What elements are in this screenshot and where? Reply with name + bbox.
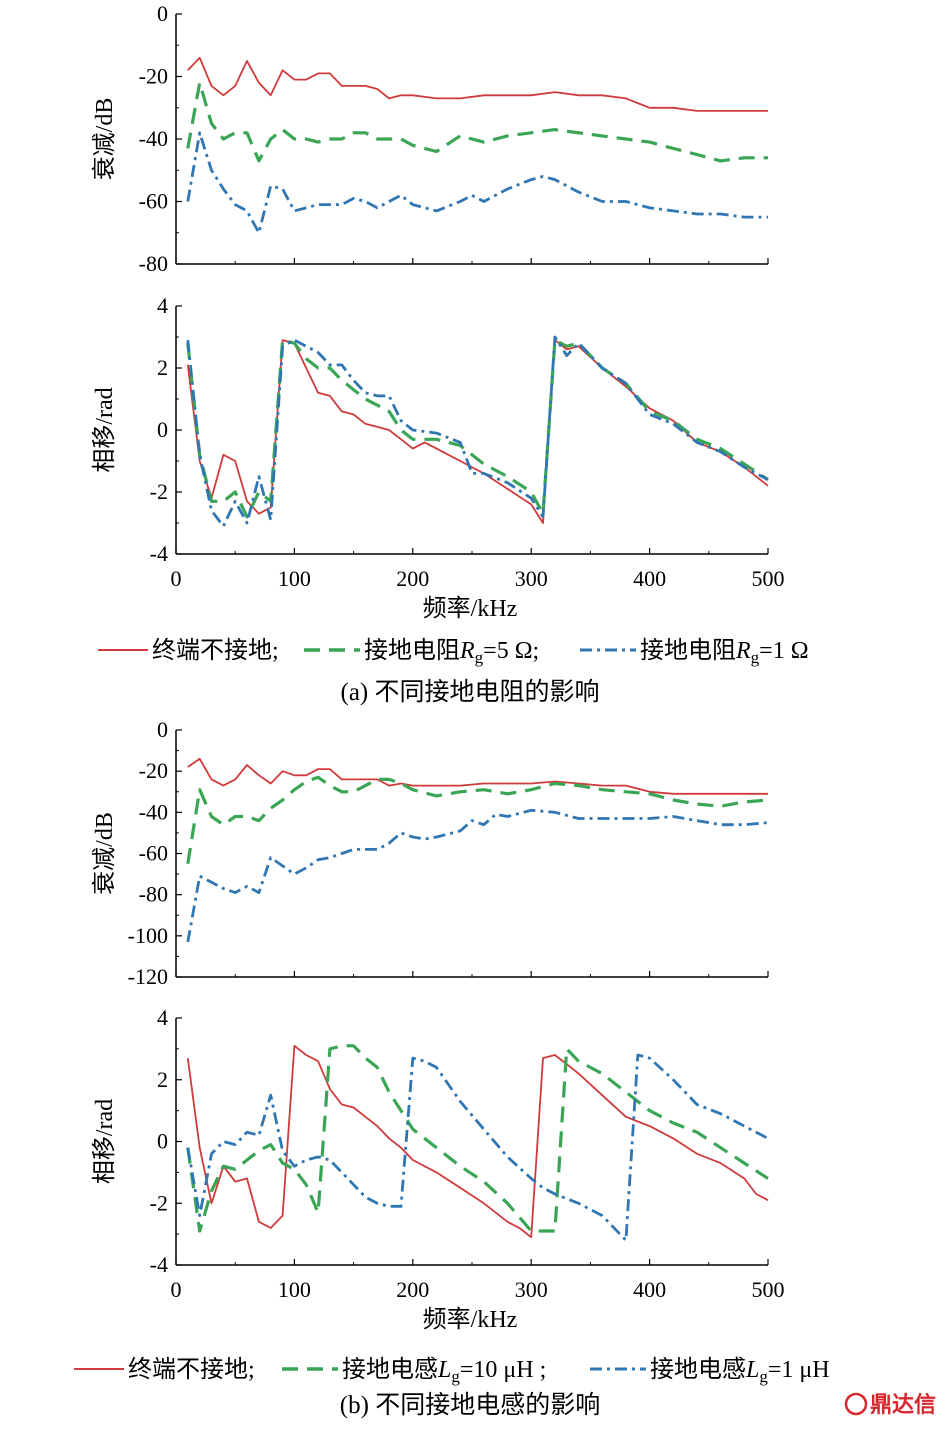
a-atten-ylabel: 衰减/dB bbox=[91, 98, 118, 181]
a-phase-xtick-label-0: 0 bbox=[171, 566, 182, 591]
b-atten-ytick-label-1: -20 bbox=[139, 758, 168, 783]
legend-b-red-label: 终端不接地; bbox=[128, 1356, 255, 1383]
a-phase-ytick-label-1: 2 bbox=[157, 355, 168, 380]
b-phase-xtick-label-2: 200 bbox=[396, 1277, 429, 1302]
a-atten-ytick-label-4: -80 bbox=[139, 251, 168, 276]
b-phase-series-green-line bbox=[186, 1044, 769, 1233]
a-atten-ytick-label-1: -20 bbox=[139, 64, 168, 89]
a-phase-ytick-label-4: -4 bbox=[150, 541, 168, 566]
b-phase-ylabel: 相移/rad bbox=[91, 1099, 118, 1184]
a-atten-series-blue-line bbox=[186, 131, 768, 235]
b-phase-ytick-label-0: 4 bbox=[157, 1005, 168, 1030]
legend-a-red-label: 终端不接地; bbox=[152, 637, 279, 664]
caption-b: (b) 不同接地电感的影响 bbox=[340, 1391, 600, 1419]
b-phase-ytick-label-3: -2 bbox=[150, 1190, 168, 1215]
b-atten-ytick-label-5: -100 bbox=[128, 923, 168, 948]
legend-a-green-label: 接地电阻Rg=5 Ω; bbox=[364, 637, 539, 667]
b-phase-ytick-label-1: 2 bbox=[157, 1067, 168, 1092]
b-atten-ytick-label-2: -40 bbox=[139, 799, 168, 824]
a-phase-xtick-label-2: 200 bbox=[396, 566, 429, 591]
legend-a: 终端不接地; 接地电阻Rg=5 Ω; 接地电阻Rg=1 Ω bbox=[98, 637, 809, 667]
a-phase-ytick-label-2: 0 bbox=[157, 417, 168, 442]
b-phase-series-red-line bbox=[186, 1044, 769, 1239]
b-atten-ytick-label-6: -120 bbox=[128, 964, 168, 989]
b-phase-xtick-label-3: 300 bbox=[515, 1277, 548, 1302]
b-atten-ylabel: 衰减/dB bbox=[91, 812, 118, 895]
b-phase-xtick-label-1: 100 bbox=[278, 1277, 311, 1302]
panel-b-atten: 0 -20 -40 -60 -80 -100 -120 衰减/dB bbox=[91, 717, 769, 989]
a-phase-ytick-label-0: 4 bbox=[157, 293, 168, 318]
a-phase-xtick-label-1: 100 bbox=[278, 566, 311, 591]
a-phase-xtick-label-5: 500 bbox=[752, 566, 785, 591]
a-atten-ytick-label-0: 0 bbox=[157, 1, 168, 26]
b-phase-series-blue-line bbox=[186, 1053, 769, 1242]
watermark-text: 鼎达信 bbox=[870, 1392, 936, 1418]
a-phase-ytick-label-3: -2 bbox=[150, 479, 168, 504]
legend-b: 终端不接地; 接地电感Lg=10 μH ; 接地电感Lg=1 μH bbox=[74, 1356, 830, 1386]
a-phase-xtick-label-3: 300 bbox=[515, 566, 548, 591]
a-atten-series-green-line bbox=[186, 81, 768, 163]
a-phase-series-blue-line bbox=[186, 335, 769, 528]
b-phase-ytick-label-4: -4 bbox=[150, 1252, 168, 1277]
watermark: 鼎达信 bbox=[844, 1392, 936, 1418]
b-phase-xlabel: 频率/kHz bbox=[423, 1306, 518, 1333]
a-phase-xtick-label-4: 400 bbox=[633, 566, 666, 591]
b-atten-ytick-label-0: 0 bbox=[157, 717, 168, 742]
legend-b-blue-label: 接地电感Lg=1 μH bbox=[650, 1356, 830, 1386]
a-atten-series-red-line bbox=[187, 56, 768, 112]
a-phase-ylabel: 相移/rad bbox=[91, 387, 118, 472]
a-phase-xlabel: 频率/kHz bbox=[423, 595, 518, 622]
legend-b-green-label: 接地电感Lg=10 μH ; bbox=[342, 1356, 546, 1386]
b-atten-series-green-line bbox=[186, 775, 769, 865]
b-phase-ytick-label-2: 0 bbox=[157, 1129, 168, 1154]
b-atten-series-red-line bbox=[187, 757, 768, 795]
panel-a-atten: 0 -20 -40 -60 -80 衰减/dB bbox=[91, 1, 769, 276]
a-atten-ytick-label-3: -60 bbox=[139, 189, 168, 214]
b-atten-series-blue-line bbox=[186, 808, 769, 943]
b-atten-ytick-label-3: -60 bbox=[139, 841, 168, 866]
b-phase-xtick-label-4: 400 bbox=[633, 1277, 666, 1302]
legend-a-blue-label: 接地电阻Rg=1 Ω bbox=[640, 637, 809, 667]
a-phase-series-red-line bbox=[186, 339, 769, 524]
a-atten-ytick-label-2: -40 bbox=[139, 126, 168, 151]
caption-a: (a) 不同接地电阻的影响 bbox=[341, 678, 600, 706]
b-phase-xtick-label-5: 500 bbox=[752, 1277, 785, 1302]
watermark-logo-icon bbox=[844, 1392, 868, 1416]
b-phase-xtick-label-0: 0 bbox=[171, 1277, 182, 1302]
b-atten-ytick-label-4: -80 bbox=[139, 882, 168, 907]
